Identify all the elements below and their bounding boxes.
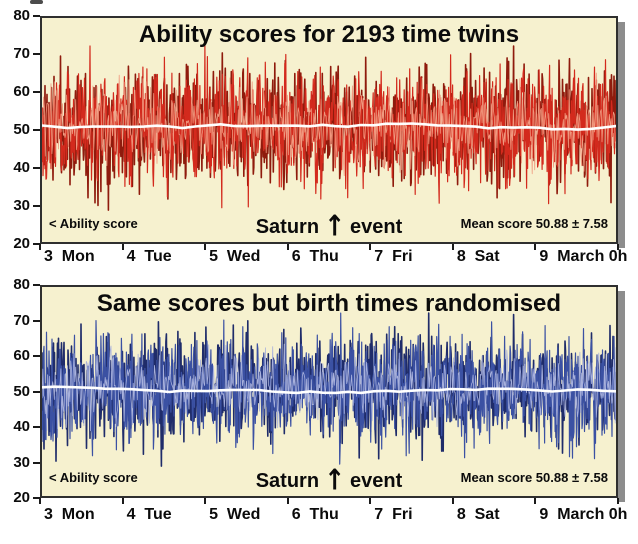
x-tick-label: 6 Thu — [291, 248, 339, 265]
mean-score-label-top: Mean score 50.88 ± 7.58 — [460, 216, 608, 231]
y-tick — [33, 319, 40, 322]
saturn-text-top: Saturn — [255, 216, 320, 238]
x-tick — [617, 498, 619, 504]
crop-artifact-mark — [30, 0, 43, 4]
panel-shadow-top — [618, 22, 625, 248]
y-tick-label: 60 — [13, 83, 30, 100]
y-tick — [33, 284, 40, 286]
chart-title-bottom: Same scores but birth times randomised — [96, 290, 562, 317]
x-tick — [204, 498, 207, 504]
y-tick-label: 50 — [13, 121, 30, 138]
y-tick-label: 50 — [13, 382, 30, 400]
y-tick — [33, 167, 40, 169]
y-tick-label: 80 — [13, 276, 30, 293]
saturn-text-bottom: Saturn — [255, 470, 320, 492]
x-tick-label: 8 Sat — [456, 248, 500, 265]
chart-title-top: Ability scores for 2193 time twins — [138, 21, 520, 48]
up-arrow-icon-top: ↑ — [324, 208, 346, 243]
saturn-event-label-bottom: Saturn ↑ event — [42, 462, 616, 497]
x-tick — [121, 244, 124, 250]
x-tick — [534, 244, 537, 250]
y-tick — [33, 355, 40, 357]
event-text-top: event — [350, 216, 403, 238]
x-tick-label: 4 Tue — [126, 248, 172, 265]
y-tick-label: 20 — [13, 235, 30, 252]
saturn-event-label-top: Saturn ↑ event — [42, 208, 616, 243]
x-tick — [39, 498, 41, 504]
up-arrow-icon-bottom: ↑ — [324, 462, 346, 497]
x-tick-label: 9 March 0h — [539, 506, 628, 523]
y-tick-label: 30 — [13, 197, 30, 214]
y-tick — [33, 243, 40, 245]
y-tick-label: 40 — [13, 159, 30, 176]
y-tick-label: 20 — [13, 489, 30, 506]
y-tick — [33, 461, 40, 464]
x-tick — [369, 498, 372, 504]
y-tick — [33, 497, 40, 499]
x-tick — [451, 244, 454, 250]
x-tick — [617, 244, 619, 250]
y-tick — [33, 205, 40, 207]
ability-score-label-top: < Ability score — [49, 216, 138, 231]
y-tick — [33, 390, 40, 393]
panel-shadow-bottom — [618, 291, 625, 502]
y-tick-label: 70 — [13, 45, 30, 62]
x-tick — [534, 498, 537, 504]
x-tick-label: 3 Mon — [44, 248, 95, 265]
y-tick-label: 70 — [13, 311, 30, 329]
plot-area-bottom: Same scores but birth times randomised <… — [40, 285, 625, 502]
x-tick-label: 8 Sat — [456, 506, 500, 523]
y-tick-label: 80 — [13, 7, 30, 24]
x-tick-label: 6 Thu — [291, 506, 339, 523]
time-twins-data-plot — [42, 45, 616, 211]
y-tick — [33, 53, 40, 55]
y-tick — [33, 426, 40, 428]
event-text-bottom: event — [350, 470, 403, 492]
x-tick — [204, 244, 207, 250]
x-tick-label: 7 Fri — [374, 248, 413, 265]
x-tick-label: 7 Fri — [374, 506, 413, 523]
x-tick-label: 5 Wed — [209, 248, 261, 265]
y-tick-label: 30 — [13, 453, 30, 471]
randomised-data-plot — [42, 312, 616, 467]
x-tick-label: 4 Tue — [126, 506, 172, 523]
x-tick-label: 9 March 0h — [539, 248, 628, 265]
x-tick — [451, 498, 454, 504]
y-tick — [33, 15, 40, 17]
y-tick-label: 60 — [13, 347, 30, 364]
ability-score-label-bottom: < Ability score — [49, 470, 138, 485]
y-tick-label: 40 — [13, 418, 30, 435]
x-tick — [121, 498, 124, 504]
plot-area-top: Ability scores for 2193 time twins < Abi… — [40, 16, 625, 248]
mean-score-label-bottom: Mean score 50.88 ± 7.58 — [460, 470, 608, 485]
y-tick — [33, 91, 40, 93]
x-tick-label: 3 Mon — [44, 506, 95, 523]
x-tick-label: 5 Wed — [209, 506, 261, 523]
x-tick — [369, 244, 372, 250]
x-tick — [39, 244, 41, 250]
x-tick — [286, 498, 289, 504]
y-tick — [33, 129, 40, 131]
x-tick — [286, 244, 289, 250]
